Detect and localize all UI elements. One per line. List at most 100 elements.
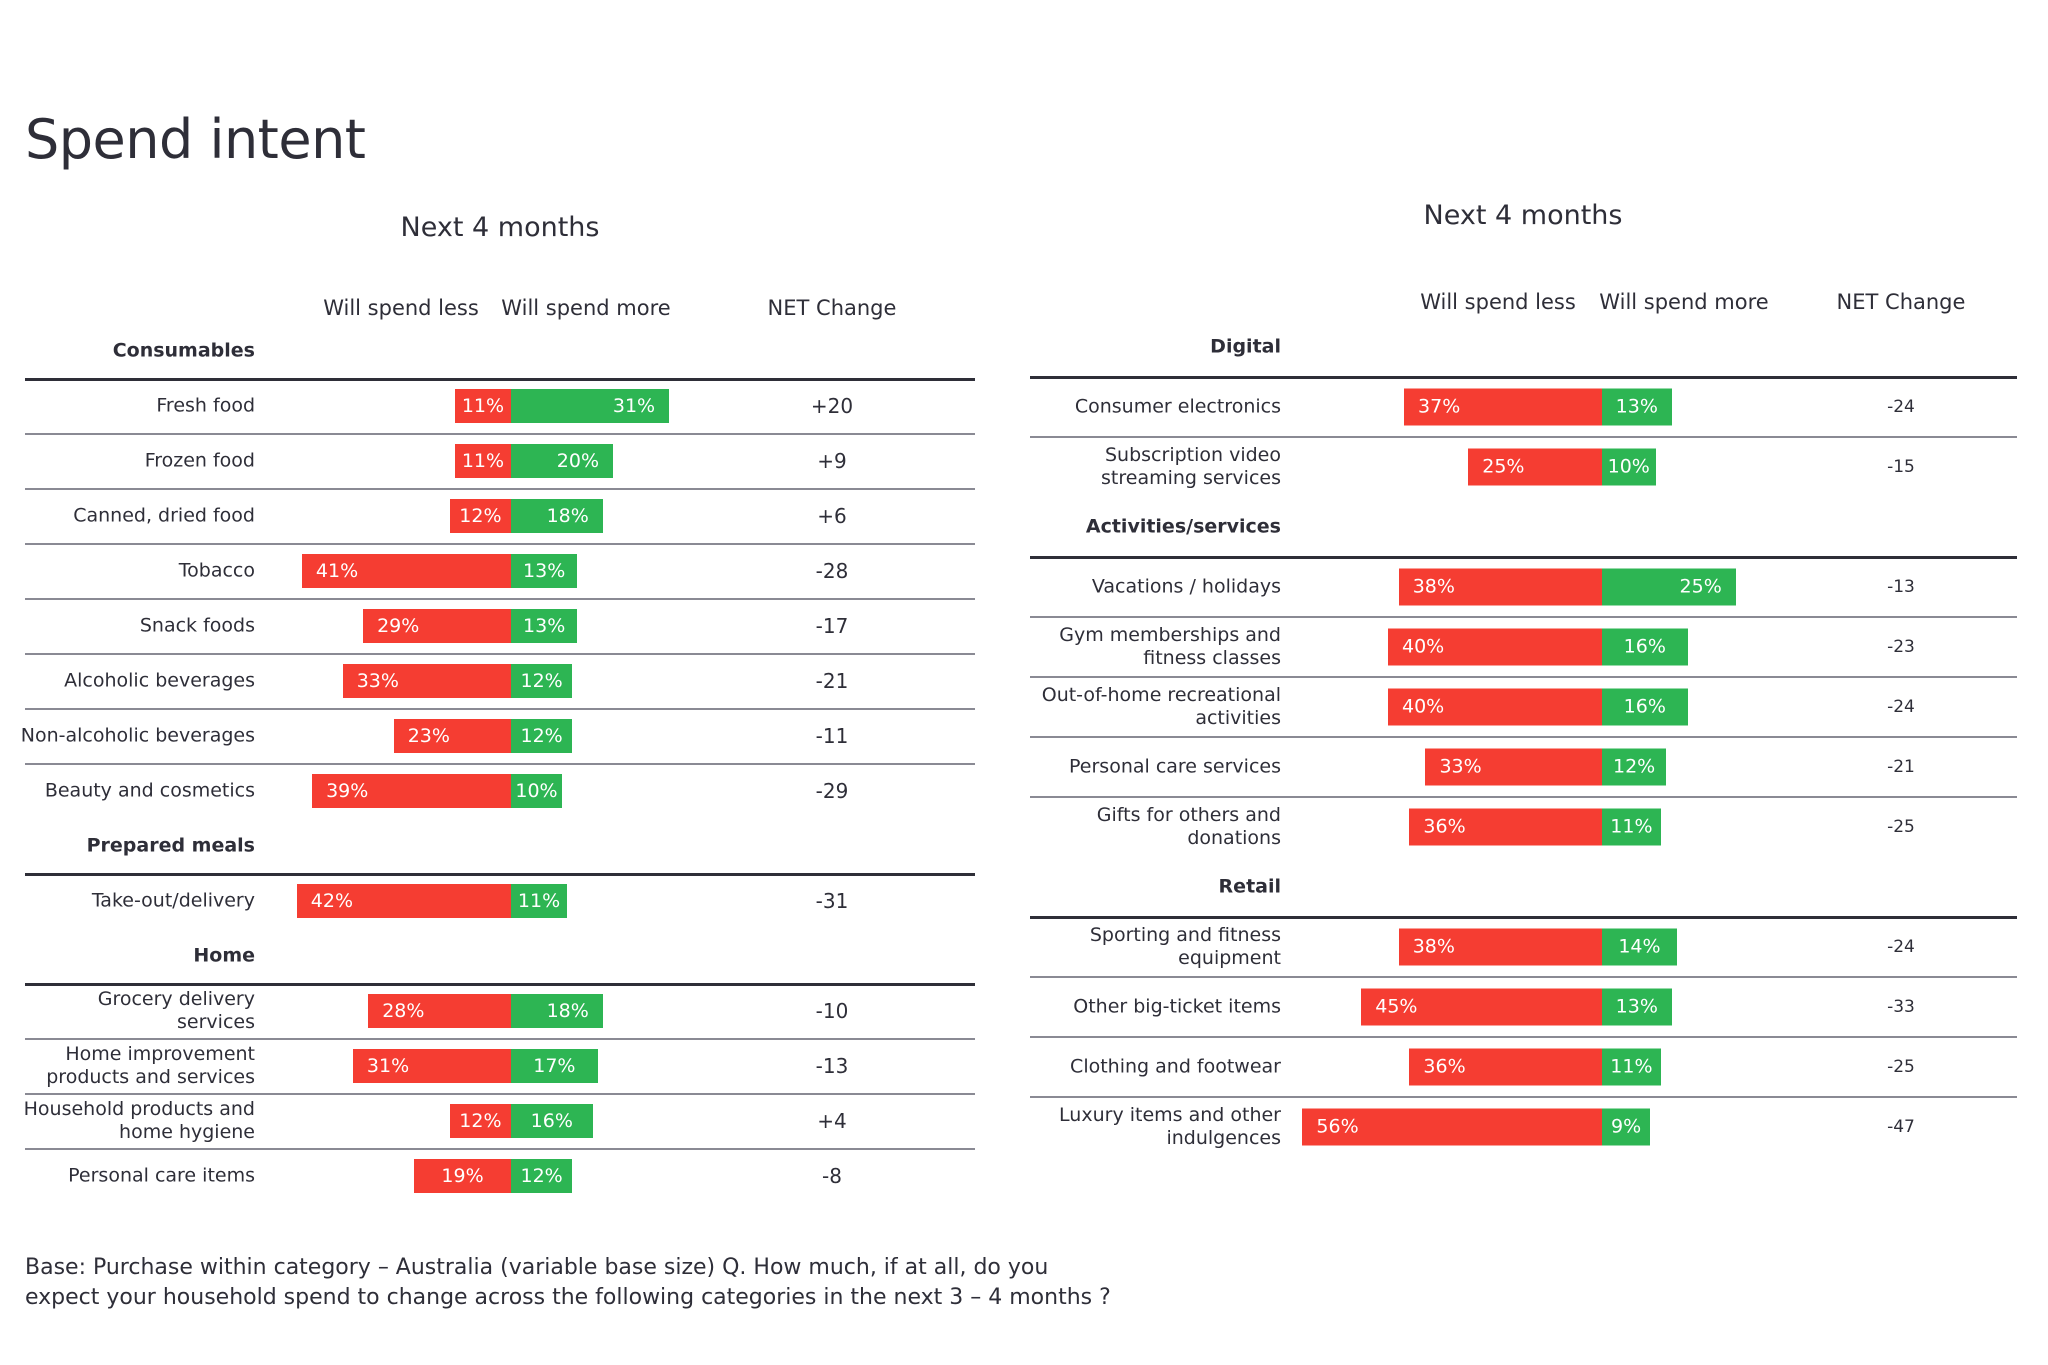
- bar-spend-more: 12%: [511, 1159, 573, 1193]
- row-label: Out-of-home recreational activities: [1042, 684, 1281, 730]
- bar-spend-less: 56%: [1302, 1108, 1602, 1146]
- row-label: Frozen food: [145, 450, 255, 473]
- row-label-line: Grocery delivery: [97, 988, 255, 1010]
- more-value-label: 12%: [520, 725, 563, 747]
- row-divider: [1030, 1096, 2017, 1098]
- less-value-label: 40%: [1402, 635, 1445, 658]
- bar-spend-more: 13%: [1602, 388, 1672, 426]
- row-label-line: donations: [1187, 827, 1281, 849]
- bar-spend-less: 38%: [1398, 568, 1602, 606]
- row-label: Home improvement products and services: [46, 1043, 255, 1089]
- less-value-label: 12%: [459, 1110, 502, 1132]
- net-change-value: -24: [1887, 397, 1915, 417]
- less-value-label: 25%: [1482, 455, 1525, 478]
- row-label: Clothing and footwear: [1070, 1056, 1281, 1079]
- row-label-line: Fresh food: [156, 394, 255, 417]
- bar-spend-less: 41%: [301, 554, 511, 588]
- row-label-line: Out-of-home recreational: [1041, 684, 1281, 706]
- net-change-value: -31: [815, 889, 849, 913]
- section-header: Activities/services: [1085, 515, 1281, 538]
- more-value-label: 18%: [546, 505, 589, 527]
- row-label-line: Snack foods: [139, 614, 255, 637]
- bar-spend-more: 25%: [1602, 568, 1736, 606]
- more-value-label: 11%: [1610, 1055, 1653, 1078]
- bar-spend-more: 10%: [1602, 448, 1656, 486]
- more-value-label: 9%: [1610, 1115, 1642, 1138]
- row-divider: [1030, 676, 2017, 678]
- bar-spend-less: 36%: [1409, 808, 1602, 846]
- row-label: Snack foods: [140, 615, 255, 638]
- row-label-line: Household products and: [23, 1098, 255, 1120]
- bar-spend-less: 36%: [1409, 1048, 1602, 1086]
- row-label: Non-alcoholic beverages: [21, 725, 255, 748]
- less-value-label: 36%: [1423, 1055, 1466, 1078]
- row-label: Personal care services: [1069, 756, 1281, 779]
- section-header: Digital: [1210, 335, 1281, 358]
- row-label-line: Beauty and cosmetics: [44, 779, 255, 802]
- net-change-value: -10: [815, 999, 849, 1023]
- bar-spend-more: 17%: [511, 1049, 598, 1083]
- row-label-line: products and services: [46, 1066, 255, 1088]
- row-divider: [1030, 976, 2017, 978]
- net-change-value: -24: [1887, 697, 1915, 717]
- bar-spend-more: 11%: [1602, 808, 1661, 846]
- row-label-line: indulgences: [1166, 1127, 1281, 1149]
- more-value-label: 16%: [530, 1110, 573, 1132]
- row-label-line: activities: [1195, 707, 1281, 729]
- more-value-label: 11%: [517, 890, 561, 912]
- row-label-line: Subscription video: [1105, 444, 1281, 466]
- less-value-label: 45%: [1375, 995, 1418, 1018]
- row-label-line: home hygiene: [119, 1121, 255, 1143]
- less-value-label: 11%: [461, 395, 505, 417]
- net-column-header: NET Change: [767, 296, 897, 320]
- footnote-line: expect your household spend to change ac…: [25, 1285, 1111, 1310]
- row-label: Subscription video streaming services: [1101, 444, 1281, 490]
- row-label: Sporting and fitness equipment: [1090, 924, 1281, 970]
- row-label-line: Alcoholic beverages: [64, 669, 255, 692]
- net-change-value: +9: [817, 449, 847, 473]
- section-divider: [25, 872, 975, 876]
- row-divider: [25, 1037, 975, 1040]
- row-label-line: fitness classes: [1143, 647, 1281, 669]
- row-label-line: Other big-ticket items: [1073, 995, 1281, 1018]
- row-divider: [25, 542, 975, 545]
- row-label-line: Sporting and fitness: [1089, 924, 1281, 946]
- bar-spend-less: 12%: [449, 1104, 511, 1138]
- section-header: Retail: [1218, 875, 1281, 898]
- bar-spend-less: 11%: [454, 444, 511, 478]
- less-value-label: 33%: [356, 670, 399, 692]
- period-title: Next 4 months: [1423, 200, 1623, 231]
- row-label-line: Tobacco: [178, 559, 255, 582]
- row-divider: [25, 1092, 975, 1095]
- less-value-label: 28%: [382, 1000, 425, 1022]
- bar-spend-less: 23%: [393, 719, 511, 753]
- net-column-header: NET Change: [1836, 290, 1966, 314]
- more-value-label: 13%: [523, 615, 566, 637]
- row-label: Household products and home hygiene: [24, 1098, 255, 1144]
- net-change-value: +20: [810, 394, 854, 418]
- bar-spend-more: 12%: [511, 719, 573, 753]
- less-value-label: 37%: [1418, 395, 1461, 418]
- bar-spend-less: 29%: [363, 609, 511, 643]
- row-divider: [1030, 616, 2017, 618]
- row-label: Grocery delivery services: [98, 988, 255, 1034]
- row-divider: [1030, 796, 2017, 798]
- less-value-label: 19%: [441, 1165, 484, 1187]
- row-label: Take-out/delivery: [92, 890, 255, 913]
- bar-spend-more: 11%: [511, 884, 568, 918]
- more-value-label: 13%: [523, 560, 566, 582]
- section-divider: [1030, 556, 2017, 559]
- net-change-value: -11: [815, 724, 849, 748]
- net-change-value: -33: [1887, 997, 1915, 1017]
- row-label-line: Gifts for others and: [1096, 804, 1281, 826]
- more-value-label: 31%: [612, 395, 656, 417]
- bar-spend-less: 37%: [1404, 388, 1602, 426]
- bar-spend-less: 40%: [1388, 688, 1602, 726]
- more-value-label: 18%: [546, 1000, 589, 1022]
- row-label-line: Luxury items and other: [1059, 1104, 1281, 1126]
- bar-spend-more: 13%: [1602, 988, 1672, 1026]
- bar-spend-more: 12%: [1602, 748, 1667, 786]
- row-label: Tobacco: [179, 560, 255, 583]
- net-change-value: -8: [822, 1164, 842, 1188]
- less-value-label: 38%: [1412, 935, 1455, 958]
